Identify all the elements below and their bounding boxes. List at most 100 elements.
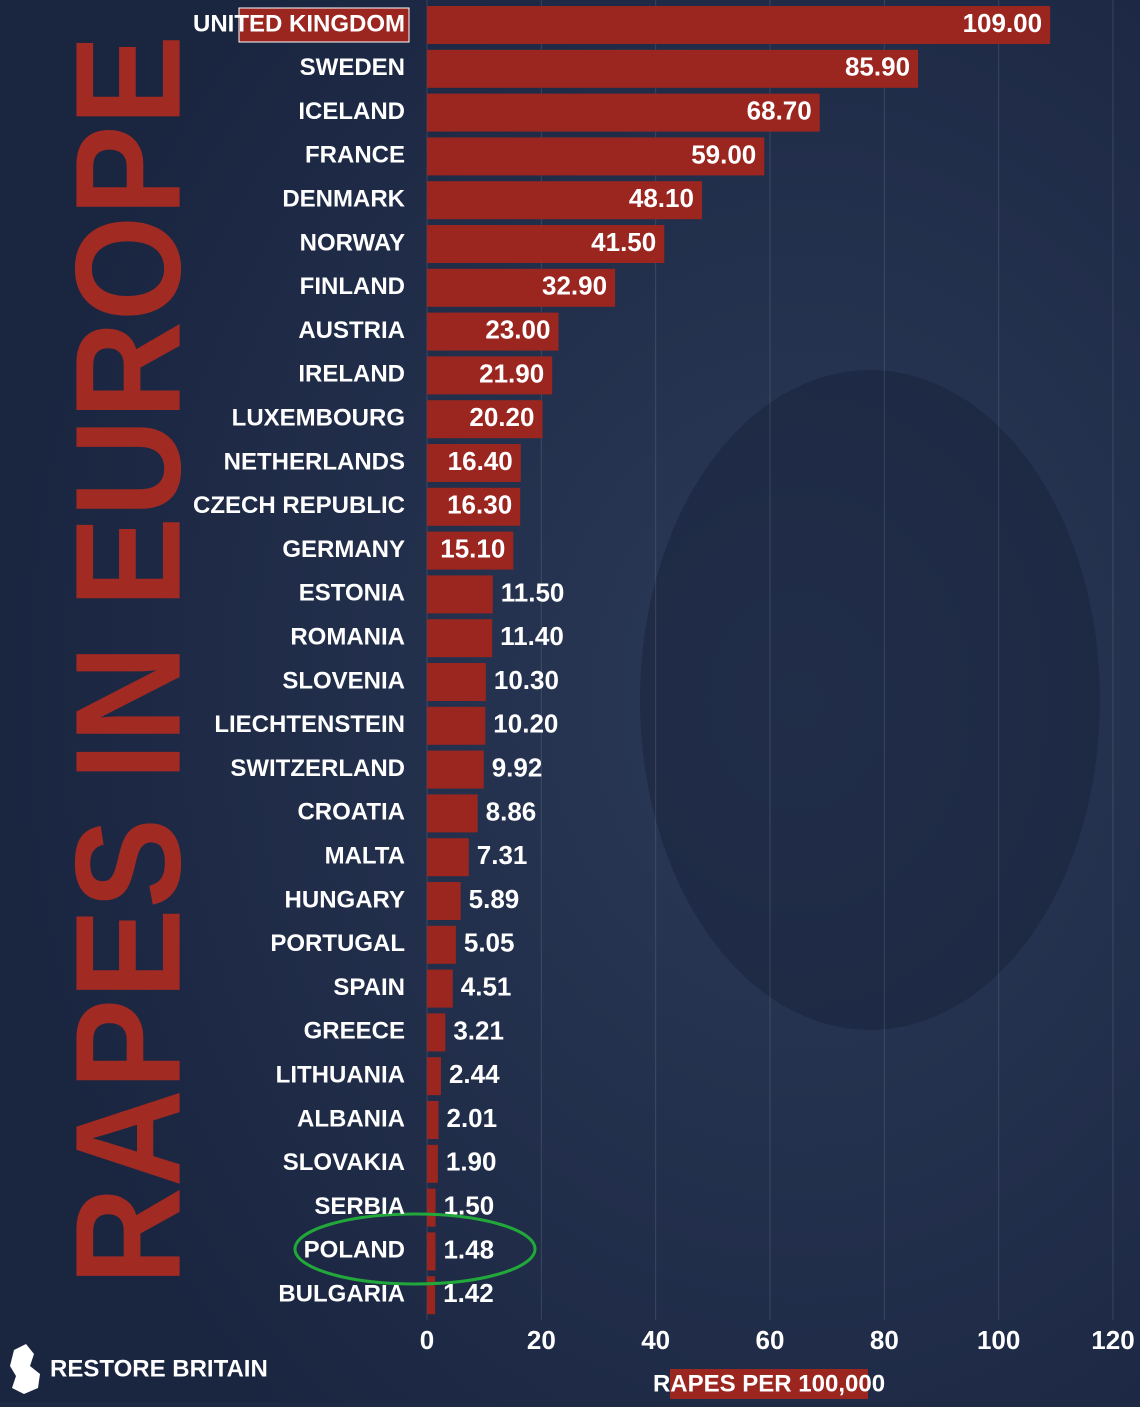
value-label: 20.20 <box>469 402 534 432</box>
bar <box>427 619 493 658</box>
bar <box>427 49 919 88</box>
y-tick-label: LIECHTENSTEIN <box>214 711 405 738</box>
value-label: 85.90 <box>845 52 910 82</box>
y-tick-label: AUSTRIA <box>298 317 405 344</box>
value-label: 3.21 <box>453 1015 504 1045</box>
bar <box>427 225 665 263</box>
value-label: 10.20 <box>493 709 558 739</box>
value-label: 15.10 <box>440 533 505 563</box>
highlight-box <box>238 7 410 43</box>
bar <box>427 925 456 964</box>
bar <box>427 838 469 877</box>
value-label: 59.00 <box>691 139 756 169</box>
value-label: 7.31 <box>477 840 528 870</box>
value-label: 9.92 <box>492 752 543 782</box>
value-label: 5.05 <box>464 928 515 958</box>
value-label: 11.40 <box>500 621 564 651</box>
x-tick-label: 0 <box>420 1325 434 1355</box>
bar <box>427 663 486 701</box>
value-label: 4.51 <box>461 971 512 1001</box>
x-axis-label: RAPES PER 100,000 <box>653 1370 885 1397</box>
y-tick-label: SERBIA <box>314 1193 405 1220</box>
value-label: 11.50 <box>501 577 565 607</box>
y-tick-label: SWITZERLAND <box>230 755 405 782</box>
bar <box>427 137 765 176</box>
y-tick-label: DENMARK <box>282 186 405 213</box>
value-label: 2.01 <box>446 1103 497 1133</box>
bar <box>427 882 461 920</box>
bar <box>427 1144 438 1183</box>
y-tick-label: SLOVENIA <box>282 667 405 694</box>
y-tick-label: ESTONIA <box>299 580 405 607</box>
highlight-ellipse <box>293 1212 537 1286</box>
value-label: 109.00 <box>963 8 1043 38</box>
y-tick-label: FINLAND <box>300 273 405 300</box>
x-label-box <box>670 1369 868 1399</box>
bar <box>427 575 493 614</box>
bar <box>427 400 543 439</box>
y-tick-label: GREECE <box>304 1018 405 1045</box>
value-label: 32.90 <box>542 271 607 301</box>
x-tick-label: 120 <box>1091 1325 1134 1355</box>
value-label: 16.40 <box>448 446 513 476</box>
y-tick-label: BULGARIA <box>278 1281 405 1308</box>
background-figure <box>640 370 1100 1030</box>
chart-title: RAPES IN EUROPE <box>44 35 212 1285</box>
value-label: 8.86 <box>486 796 537 826</box>
x-tick-label: 60 <box>756 1325 785 1355</box>
plot: 0 20 40 60 80 100 120 109.00 85.90 68.70 59.00 48.1… <box>420 0 1135 1355</box>
y-tick-label: HUNGARY <box>285 886 405 913</box>
y-tick-label: GERMANY <box>282 536 405 563</box>
bar <box>427 750 484 789</box>
bar <box>427 444 521 482</box>
bar <box>427 1276 436 1315</box>
y-tick-label: IRELAND <box>298 361 405 388</box>
value-label: 1.90 <box>446 1147 497 1177</box>
bar <box>427 1232 436 1271</box>
y-tick-label: FRANCE <box>305 142 405 169</box>
bar <box>427 356 553 395</box>
bar <box>427 93 820 132</box>
y-tick-label: ROMANIA <box>290 624 405 651</box>
y-tick-label: SLOVAKIA <box>283 1149 405 1176</box>
value-label: 16.30 <box>447 490 512 520</box>
bar <box>427 531 514 570</box>
value-label: 48.10 <box>629 183 694 213</box>
y-tick-label: MALTA <box>325 843 405 870</box>
bar <box>427 181 702 220</box>
x-tick-label: 40 <box>641 1325 670 1355</box>
bar <box>427 487 521 526</box>
bar <box>427 312 559 351</box>
value-label: 41.50 <box>591 227 656 257</box>
y-tick-label: LUXEMBOURG <box>232 405 405 432</box>
y-tick-label: CZECH REPUBLIC <box>193 492 405 519</box>
bar <box>427 706 486 745</box>
x-tick-label: 100 <box>977 1325 1020 1355</box>
value-label: 5.89 <box>469 884 520 914</box>
bar <box>427 1101 439 1139</box>
bar <box>427 268 616 307</box>
y-tick-label: POLAND <box>304 1237 405 1264</box>
y-tick-label: NETHERLANDS <box>224 448 405 475</box>
bar <box>427 6 1051 44</box>
value-label: 21.90 <box>479 358 544 388</box>
value-label: 23.00 <box>485 314 550 344</box>
y-tick-label: ICELAND <box>298 98 405 125</box>
x-tick-label: 80 <box>870 1325 899 1355</box>
y-tick-label: NORWAY <box>300 229 405 256</box>
y-tick-label: SWEDEN <box>300 54 405 81</box>
value-label: 10.30 <box>494 665 559 695</box>
logo-icon <box>10 1344 40 1394</box>
value-label: 1.48 <box>443 1234 494 1264</box>
x-tick-label: 20 <box>527 1325 556 1355</box>
y-tick-label: ALBANIA <box>297 1105 405 1132</box>
y-tick-label: LITHUANIA <box>276 1062 405 1089</box>
logo-text: RESTORE BRITAIN <box>50 1355 268 1382</box>
y-tick-label: SPAIN <box>333 974 405 1001</box>
bar <box>427 1013 446 1052</box>
y-tick-label: CROATIA <box>297 799 405 826</box>
bar <box>427 969 453 1008</box>
bar <box>427 1188 436 1227</box>
